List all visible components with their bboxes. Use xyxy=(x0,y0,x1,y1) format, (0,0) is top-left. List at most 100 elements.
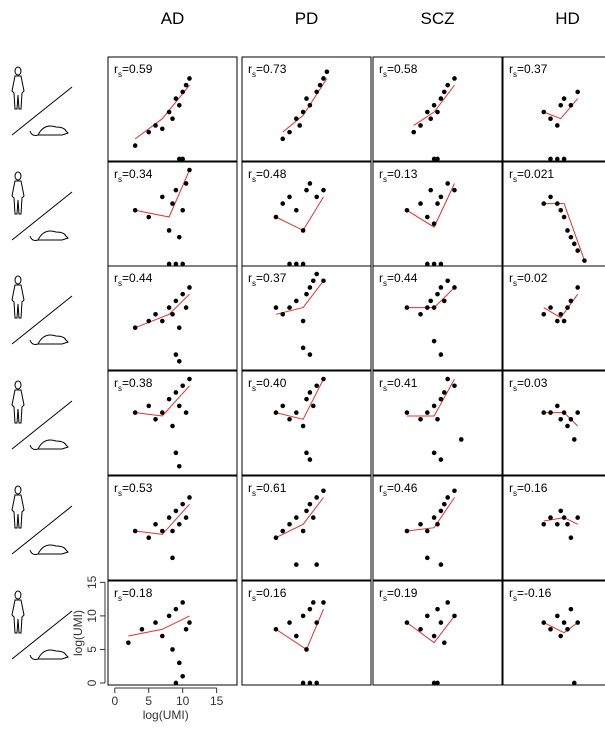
point xyxy=(452,614,457,619)
point xyxy=(439,620,444,625)
point xyxy=(418,201,423,206)
point xyxy=(146,404,151,409)
point xyxy=(435,681,440,686)
stat-label: rs=0.021 xyxy=(509,167,554,184)
point xyxy=(294,515,299,520)
point xyxy=(558,509,563,514)
animal-body xyxy=(38,126,68,135)
point xyxy=(174,509,179,514)
point xyxy=(187,76,192,81)
point xyxy=(452,76,457,81)
point xyxy=(311,278,316,283)
stat-label: rs=0.40 xyxy=(248,376,287,393)
stat-label: rs=0.19 xyxy=(379,586,418,603)
point xyxy=(308,390,313,395)
point xyxy=(418,522,423,527)
human-body xyxy=(12,390,24,423)
y-tick-label: 10 xyxy=(85,609,99,623)
animal-body xyxy=(38,335,68,344)
species-icon xyxy=(12,67,72,136)
animal-tail xyxy=(30,340,38,345)
stat-value: =0.18 xyxy=(122,586,153,600)
point xyxy=(435,110,440,115)
stat-label: rs=0.61 xyxy=(248,481,287,498)
point xyxy=(184,83,189,88)
point xyxy=(445,377,450,382)
point xyxy=(565,522,570,527)
point xyxy=(280,529,285,534)
point xyxy=(558,312,563,317)
point xyxy=(418,627,423,632)
stat-value: =0.37 xyxy=(517,62,548,76)
point xyxy=(170,556,175,561)
stat-label: rs=0.53 xyxy=(114,481,153,498)
point xyxy=(294,208,299,213)
point xyxy=(555,123,560,128)
point xyxy=(432,103,437,108)
point xyxy=(280,404,285,409)
stat-value: =0.44 xyxy=(387,271,418,285)
point xyxy=(435,607,440,612)
point xyxy=(297,123,302,128)
point xyxy=(170,424,175,429)
point xyxy=(575,90,580,95)
point xyxy=(432,515,437,520)
column-header: HD xyxy=(555,9,580,28)
point xyxy=(177,103,182,108)
point xyxy=(555,157,560,162)
point xyxy=(180,383,185,388)
point xyxy=(435,157,440,162)
point xyxy=(562,620,567,625)
point xyxy=(439,195,444,200)
point xyxy=(452,383,457,388)
point xyxy=(167,228,172,233)
human-head xyxy=(15,67,21,75)
stat-value: =0.02 xyxy=(517,271,548,285)
point xyxy=(325,69,330,74)
point xyxy=(184,305,189,310)
point xyxy=(405,410,410,415)
point xyxy=(425,305,430,310)
point xyxy=(548,116,553,121)
animal-body xyxy=(38,545,68,554)
point xyxy=(167,397,172,402)
stat-value: =0.61 xyxy=(256,481,287,495)
point xyxy=(405,208,410,213)
point xyxy=(565,305,570,310)
point xyxy=(308,502,313,507)
point xyxy=(314,620,319,625)
point xyxy=(439,397,444,402)
point xyxy=(174,681,179,686)
point xyxy=(146,130,151,135)
point xyxy=(452,188,457,193)
point xyxy=(170,647,175,652)
point xyxy=(174,188,179,193)
point xyxy=(294,410,299,415)
species-icon xyxy=(12,381,72,450)
stat-value: =0.59 xyxy=(122,62,153,76)
point xyxy=(439,509,444,514)
point xyxy=(274,305,279,310)
stat-value: =0.58 xyxy=(387,62,418,76)
animal-body xyxy=(38,650,68,659)
point xyxy=(180,674,185,679)
point xyxy=(432,339,437,344)
point xyxy=(541,410,546,415)
point xyxy=(311,515,316,520)
point xyxy=(184,515,189,520)
point xyxy=(301,110,306,115)
point xyxy=(287,417,292,422)
point xyxy=(133,325,138,330)
point xyxy=(555,201,560,206)
point xyxy=(555,319,560,324)
point xyxy=(432,634,437,639)
y-tick-label: 0 xyxy=(85,679,99,686)
x-tick-label: 15 xyxy=(210,694,224,708)
point xyxy=(562,215,567,220)
point xyxy=(177,404,182,409)
point xyxy=(572,242,577,247)
stat-value: =-0.16 xyxy=(517,586,552,600)
stat-value: =0.34 xyxy=(122,167,153,181)
point xyxy=(405,529,410,534)
point xyxy=(314,383,319,388)
